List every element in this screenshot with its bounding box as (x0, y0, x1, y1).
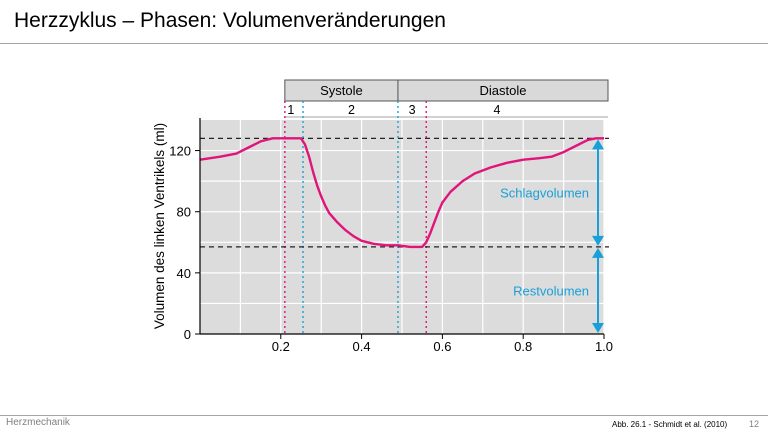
y-tick-label: 80 (177, 205, 191, 220)
title-divider (0, 43, 768, 44)
x-tick-label: 0.6 (433, 339, 451, 354)
axes: 0 40 80 120 0.2 0.4 0.6 0.8 1.0 (169, 118, 613, 354)
phase-number: 1 (287, 103, 294, 117)
phase-number: 2 (348, 103, 355, 117)
phase-number: 4 (493, 103, 500, 117)
y-tick-label: 40 (177, 266, 191, 281)
page-number: 12 (749, 419, 760, 429)
annotation-label: Restvolumen (513, 283, 589, 298)
phase-label: Systole (320, 83, 363, 98)
y-tick-label: 120 (169, 144, 191, 159)
annotation-arrow-head (592, 323, 604, 333)
series (199, 137, 604, 249)
x-tick-label: 1.0 (595, 339, 613, 354)
volume-annotation: Schlagvolumen (500, 139, 604, 246)
figure-source: Abb. 26.1 - Schmidt et al. (2010) (612, 420, 728, 429)
annotation-arrow-head (592, 247, 604, 258)
phase-number: 3 (409, 103, 416, 117)
y-axis-label: Volumen des linken Ventrikels (ml) (152, 123, 167, 329)
phase-boundaries (284, 101, 427, 334)
annotations: Schlagvolumen Restvolumen (500, 139, 604, 333)
y-tick-label: 0 (184, 327, 191, 342)
phase-label: Diastole (479, 83, 526, 98)
annotation-arrow-head (592, 235, 604, 246)
x-tick-label: 0.4 (353, 339, 371, 354)
footer-section-label: Herzmechanik (6, 417, 70, 428)
phase-header: Systole Diastole 1 2 3 4 (284, 79, 609, 118)
x-tick-label: 0.2 (272, 339, 290, 354)
slide-title: Herzzyklus – Phasen: Volumenveränderunge… (14, 9, 446, 32)
footer-divider (0, 415, 768, 416)
volume-annotation: Restvolumen (513, 247, 604, 333)
x-tick-label: 0.8 (514, 339, 532, 354)
phase-box (397, 79, 609, 102)
grid (200, 120, 605, 334)
annotation-label: Schlagvolumen (500, 186, 589, 201)
volume-curve (199, 137, 604, 249)
annotation-arrow-head (592, 139, 604, 150)
